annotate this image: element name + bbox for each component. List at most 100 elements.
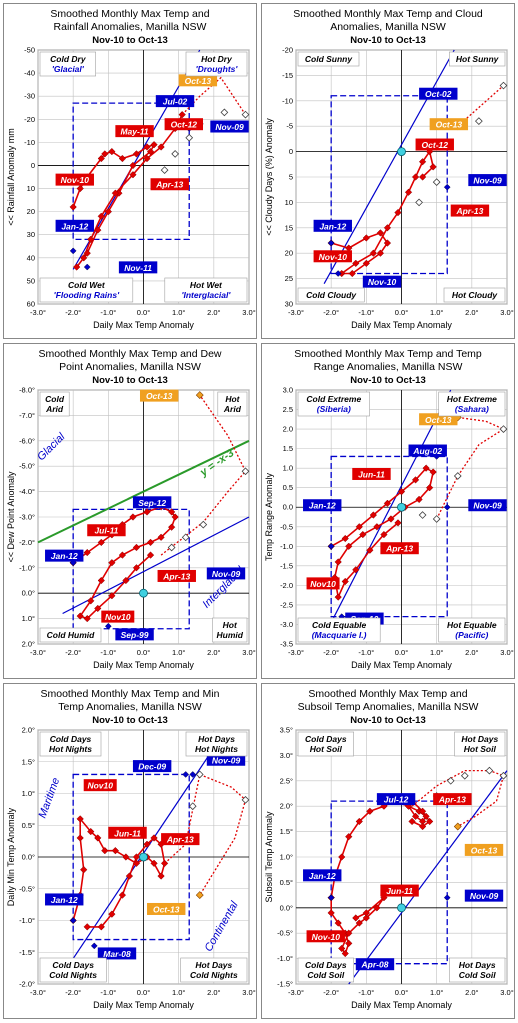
data-point <box>352 914 360 922</box>
callout-box <box>115 125 154 138</box>
chart-subtitle: Nov-10 to Oct-13 <box>92 35 168 46</box>
data-point <box>362 259 370 268</box>
x-tick-label: 1.0° <box>430 988 443 997</box>
callout-box <box>313 250 352 263</box>
corner-label: (Siberia) <box>317 404 351 414</box>
panel-rainfall: Smoothed Monthly Max Temp and Rainfall An… <box>3 3 257 339</box>
corner-label: Cold Wet <box>68 280 106 290</box>
corner-label: Hot Wet <box>190 280 223 290</box>
corner-label-box <box>449 957 506 983</box>
data-point <box>425 817 434 826</box>
callout-label: Apr-08 <box>361 960 389 970</box>
data-point <box>132 859 141 868</box>
y-tick-label: 30 <box>27 230 35 239</box>
corner-label: 'Droughts' <box>196 64 239 74</box>
data-point <box>376 229 385 237</box>
data-point <box>143 508 151 516</box>
y-tick-label: -2.5 <box>280 600 293 609</box>
corner-label: Cold Days <box>305 960 347 970</box>
callout-label: Jan-12 <box>309 501 336 511</box>
data-point <box>76 612 84 620</box>
data-point <box>352 566 360 574</box>
y-tick-label: 0.0 <box>283 503 293 512</box>
y-tick-label: -40 <box>24 69 35 78</box>
y-tick-label: 15 <box>285 223 293 232</box>
y-tick-label: 20 <box>27 207 35 216</box>
data-point <box>108 147 116 156</box>
callout-box <box>468 174 507 187</box>
y-tick-label: -3.0 <box>280 620 293 629</box>
x-tick-label: 1.0° <box>430 648 443 657</box>
y-tick-label: -6.0° <box>19 436 35 445</box>
data-point <box>366 546 374 554</box>
x-tick-label: -2.0° <box>65 988 81 997</box>
corner-label: Cold Nights <box>49 970 97 980</box>
y-tick-label: -1.5° <box>277 980 293 989</box>
y-tick-label: 2.5° <box>280 776 293 785</box>
open-data-point <box>241 467 250 476</box>
data-point <box>97 212 105 220</box>
y-tick-label: 10 <box>285 198 293 207</box>
x-tick-label: 0.0° <box>395 988 408 997</box>
callout-label: Nov-09 <box>473 501 502 511</box>
data-point <box>80 254 88 262</box>
y-tick-label: 25 <box>285 274 293 283</box>
data-point <box>167 523 176 531</box>
data-point <box>387 515 395 523</box>
y-tick-label: 2.0° <box>22 726 35 735</box>
y-axis-label: << Cloudy Days (%) Anomaly <box>264 118 274 236</box>
data-point <box>359 530 367 539</box>
data-point <box>132 564 141 572</box>
corner-label: 'Interglacial' <box>181 290 231 300</box>
data-point <box>108 559 116 567</box>
callout-label: Nov-09 <box>473 176 502 186</box>
y-tick-label: 1.0° <box>22 789 35 798</box>
x-axis-label: Daily Max Temp Anomaly <box>351 660 452 670</box>
corner-label: Hot Nights <box>195 744 238 754</box>
recent-trajectory-dotted <box>436 416 505 520</box>
y-axis-label: Temp Range Anomaly <box>264 472 274 561</box>
y-tick-label: -10 <box>282 96 293 105</box>
callout-label: Nov-09 <box>215 122 244 132</box>
data-point <box>122 576 130 585</box>
x-tick-label: 3.0° <box>500 988 513 997</box>
x-axis-label: Daily Max Temp Anomaly <box>93 660 194 670</box>
data-point <box>87 597 95 605</box>
open-data-point <box>181 533 190 542</box>
reference-box <box>330 95 448 275</box>
y-tick-label: 20 <box>285 249 293 258</box>
callout-box <box>415 138 454 151</box>
open-data-point <box>446 776 455 785</box>
data-point <box>160 859 169 868</box>
y-axis-label: << Dew Point Anomaly <box>6 471 16 563</box>
y-tick-label: 5 <box>289 173 293 182</box>
highlight-point <box>327 894 335 901</box>
data-point <box>101 150 109 158</box>
corner-label-box <box>297 731 355 757</box>
y-tick-label: -8.0° <box>19 386 35 395</box>
corner-label: Cold Soil <box>459 970 496 980</box>
data-point <box>366 807 374 815</box>
data-point <box>334 919 342 927</box>
callout-label: Jul-11 <box>94 526 118 536</box>
data-point <box>97 154 105 163</box>
corner-label: 'Flooding Rains' <box>54 290 120 300</box>
data-point <box>429 468 437 476</box>
data-point <box>383 224 392 232</box>
corner-label-box <box>297 617 381 643</box>
trend-line <box>323 389 452 637</box>
callout-label: May-11 <box>120 127 148 137</box>
corner-label: (Pacific) <box>455 630 488 640</box>
y-tick-label: -4.0° <box>19 487 35 496</box>
data-point <box>369 249 378 257</box>
callout-label: Apr-13 <box>385 544 413 554</box>
y-tick-label: 1.5° <box>280 827 293 836</box>
data-point <box>418 822 427 831</box>
callout-box <box>83 779 117 792</box>
x-tick-label: 2.0° <box>207 988 220 997</box>
y-tick-label: 40 <box>27 253 35 262</box>
x-tick-label: 0.0° <box>137 988 150 997</box>
panel-dewpoint: Smoothed Monthly Max Temp and Dew Point A… <box>3 343 257 679</box>
corner-label: Hot Extreme <box>447 394 497 404</box>
